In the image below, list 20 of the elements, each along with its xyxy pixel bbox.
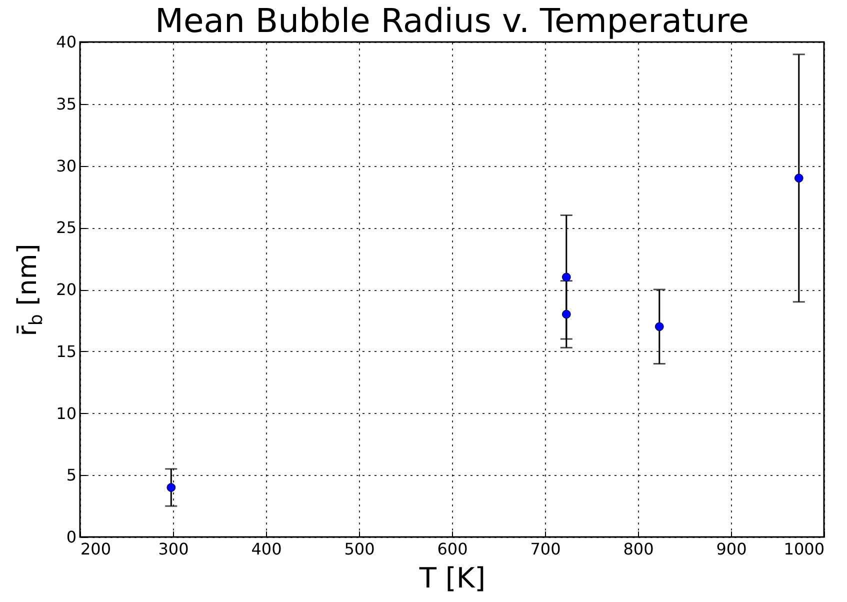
x-tick-label: 400: [251, 540, 282, 558]
y-tick-label: 40: [56, 32, 76, 52]
x-tick-label: 600: [437, 540, 468, 558]
x-tick-label: 800: [623, 540, 654, 558]
y-tick-label: 15: [56, 342, 76, 361]
y-tick-label: 20: [56, 280, 76, 299]
y-tick-label: 5: [66, 466, 76, 485]
y-tick-label: 30: [56, 156, 76, 176]
x-axis-title: T [K]: [418, 562, 486, 594]
x-tick-label: 300: [158, 540, 189, 558]
y-tick-label: 25: [56, 218, 76, 238]
y-tick-label: 35: [56, 94, 76, 114]
x-tick-label: 900: [716, 540, 747, 558]
y-tick-label: 10: [56, 404, 76, 423]
x-tick-label: 700: [530, 540, 561, 558]
y-tick-label: 0: [66, 528, 76, 546]
chart-title: Mean Bubble Radius v. Temperature: [154, 1, 750, 40]
x-tick-label: 200: [80, 540, 112, 558]
x-tick-label: 1000: [784, 540, 824, 558]
x-tick-label: 500: [344, 540, 375, 558]
